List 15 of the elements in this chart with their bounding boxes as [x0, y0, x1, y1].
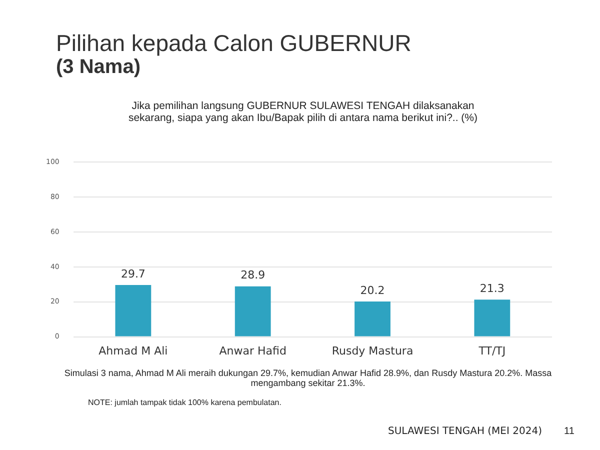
- x-tick-label: TT/TJ: [478, 344, 506, 358]
- chart-title: Pilihan kepada Calon GUBERNUR: [56, 30, 412, 57]
- text: SULAWESI TENGAH (MEI 2024): [388, 426, 542, 437]
- text: NOTE: jumlah tampak tidak 100% karena pembulatan.: [88, 398, 282, 407]
- data-label: 21.3: [480, 282, 504, 295]
- text: Jika pemilihan langsung GUBERNUR SULAWESI TENGAH dilaksanakan sekarang, siapa yang akan Ibu/Bapak pilih di antara nama berikut ini?.. (%): [127, 100, 479, 124]
- x-tick-label: Ahmad M Ali: [98, 344, 168, 358]
- text: Simulasi 3 nama, Ahmad M Ali meraih dukungan 29.7%, kemudian Anwar Hafid 28.9%, dan Rusdy Mastura 20.2%. Massa mengambang sekitar 21.3%.: [63, 368, 553, 388]
- data-label: 20.2: [360, 284, 385, 297]
- data-label: 28.9: [240, 268, 266, 282]
- chart-subtitle: (3 Nama): [56, 56, 140, 79]
- x-tick-label: Anwar Hafid: [219, 344, 286, 358]
- x-tick-label: Rusdy Mastura: [332, 344, 414, 358]
- text: 11: [564, 426, 574, 437]
- data-label: 29.7: [120, 267, 146, 280]
